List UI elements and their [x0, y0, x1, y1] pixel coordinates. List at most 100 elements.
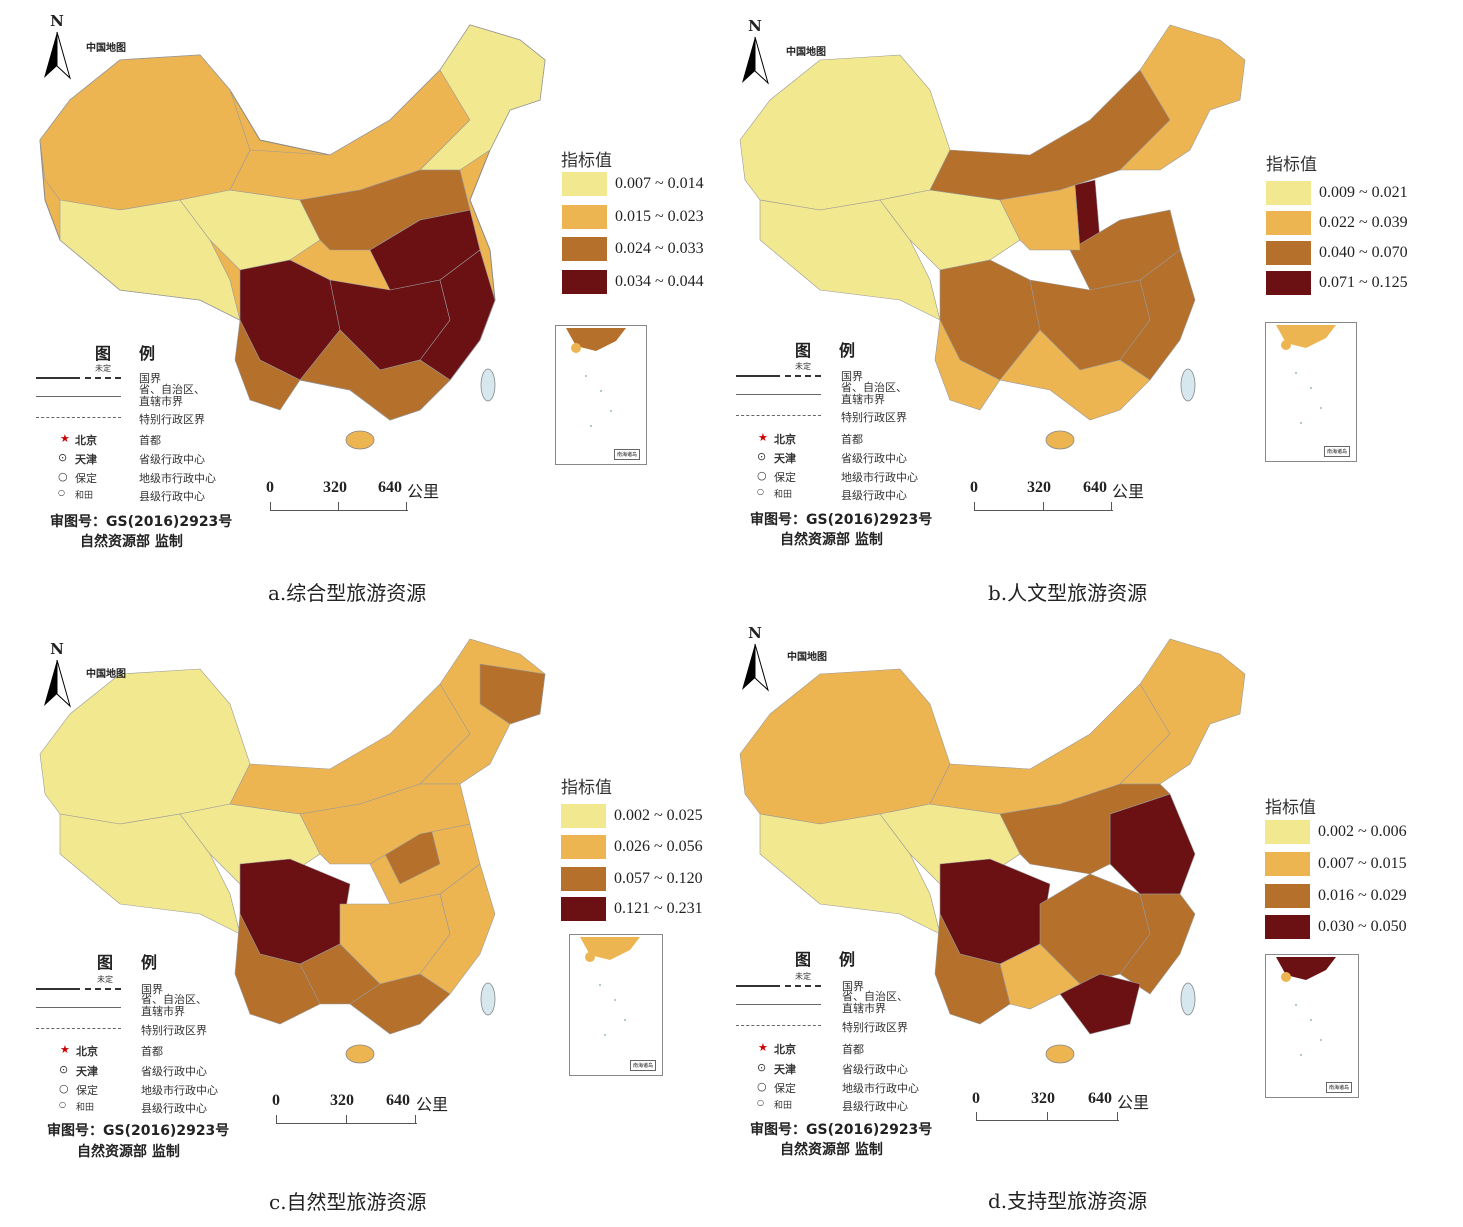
legend-range-4: 0.071 ~ 0.125: [1319, 274, 1408, 291]
region-yunnan: [234, 912, 321, 1025]
legend-item-1: 0.009 ~ 0.021: [1266, 181, 1408, 205]
legend-swatch-3: [1265, 884, 1310, 908]
inset-label: 南海诸岛: [613, 449, 640, 460]
scale-tick-320: 320: [1027, 479, 1051, 496]
scale-tick-320: 320: [330, 1092, 354, 1109]
capital-label: 首都: [842, 1043, 864, 1056]
legend-item-3: 0.040 ~ 0.070: [1266, 241, 1408, 265]
legend-item-1: 0.002 ~ 0.006: [1265, 820, 1407, 844]
county-label: 县级行政中心: [842, 1100, 908, 1113]
capital-label: 首都: [841, 433, 863, 446]
scale-bar: [270, 502, 408, 511]
region-northeast: [419, 24, 546, 171]
legend-swatch-4: [1265, 915, 1310, 939]
county-sample: 和田: [774, 1101, 793, 1111]
legend-item-4: 0.030 ~ 0.050: [1265, 915, 1407, 939]
region-hainan: [1045, 430, 1075, 450]
legend-swatch-1: [562, 172, 607, 196]
legend-range-1: 0.002 ~ 0.006: [1318, 823, 1407, 840]
map-panel-c: N 中国地图 指标值 0.002 ~ 0.025 0.026 ~ 0.056 0…: [0, 614, 731, 1227]
national-border-sample: [36, 988, 80, 990]
legend-item-3: 0.024 ~ 0.033: [562, 237, 704, 261]
north-label: N: [748, 17, 762, 35]
supervisor-label: 自然资源部 监制: [80, 534, 183, 550]
provincial-center-icon: ⊙: [757, 450, 767, 463]
undetermined-border-sample: [85, 988, 121, 990]
provincial-sample: 天津: [774, 452, 796, 465]
legend-range-3: 0.057 ~ 0.120: [614, 870, 703, 887]
legend-range-1: 0.007 ~ 0.014: [615, 175, 704, 192]
provincial-sample: 天津: [76, 1065, 98, 1078]
south-china-sea-inset: 南海诸岛: [1265, 954, 1359, 1098]
approval-number: 审图号：GS(2016)2923号: [750, 1122, 933, 1138]
capital-star-icon: ★: [60, 1043, 70, 1056]
region-north: [999, 783, 1171, 875]
legend-title: 指标值: [1265, 798, 1316, 818]
county-sample: 和田: [75, 491, 94, 501]
region-south: [299, 329, 451, 421]
province-border-label: 省、自治区、 直辖市界: [141, 993, 207, 1018]
south-china-sea-inset: 南海诸岛: [569, 934, 663, 1076]
provincial-center-icon: ⊙: [58, 451, 68, 464]
prefecture-sample: 保定: [774, 1082, 796, 1095]
region-tibet: [759, 813, 941, 935]
inset-label: 南海诸岛: [1323, 446, 1350, 457]
supervisor-label: 自然资源部 监制: [780, 1142, 883, 1158]
legend-swatch-3: [561, 867, 606, 891]
region-east-coast: [1119, 893, 1196, 995]
approval-number: 审图号：GS(2016)2923号: [47, 1123, 230, 1139]
provincial-center-icon: ⊙: [757, 1061, 767, 1074]
undetermined-label: 未定: [95, 364, 111, 373]
province-border-sample: [36, 1007, 121, 1008]
inset-map: [566, 328, 626, 427]
national-border-sample: [736, 985, 780, 987]
county-sample: 和田: [76, 1103, 95, 1113]
prefecture-center-icon: ○: [59, 1082, 69, 1095]
scale-tick-640: 640: [386, 1092, 410, 1109]
legend-item-4: 0.071 ~ 0.125: [1266, 271, 1408, 295]
region-yunnan: [934, 318, 1001, 411]
legend-swatch-4: [1266, 271, 1311, 295]
map-panel-a: N 中国地图 指标值 0.007 ~ 0.014 0.015 ~ 0.023 0…: [0, 0, 731, 613]
province-border-label: 省、自治区、 直辖市界: [842, 990, 908, 1015]
scale-unit: 公里: [1117, 1093, 1150, 1112]
scale-bar: [974, 502, 1113, 511]
province-border-label: 省、自治区、 直辖市界: [841, 381, 907, 406]
special-border-sample: [736, 415, 821, 416]
national-border-label: 国界: [139, 372, 161, 385]
county-label: 县级行政中心: [141, 1102, 207, 1115]
undetermined-label: 未定: [795, 362, 811, 371]
legend-swatch-4: [561, 897, 606, 921]
inset-map: [1276, 325, 1336, 424]
region-northeast: [1119, 24, 1246, 171]
county-center-icon: ○: [59, 1100, 66, 1109]
north-arrow-icon: [742, 36, 769, 85]
capital-sample: 北京: [75, 434, 97, 447]
legend-range-2: 0.026 ~ 0.056: [614, 838, 703, 855]
map-panel-d: N 中国地图 指标值 0.002 ~ 0.006 0.007 ~ 0.015 0…: [700, 614, 1431, 1227]
inset-label: 南海诸岛: [1325, 1082, 1352, 1093]
north-label: N: [748, 624, 762, 642]
prefecture-label: 地级市行政中心: [841, 471, 918, 484]
legend-range-3: 0.016 ~ 0.029: [1318, 887, 1407, 904]
legend-range-2: 0.022 ~ 0.039: [1319, 214, 1408, 231]
legend-item-4: 0.121 ~ 0.231: [561, 897, 703, 921]
county-sample: 和田: [774, 490, 793, 500]
panel-caption: c.自然型旅游资源: [269, 1190, 427, 1214]
legend-item-1: 0.002 ~ 0.025: [561, 804, 703, 828]
china-choropleth-map: [739, 24, 1246, 450]
map-name: 中国地图: [787, 652, 827, 663]
capital-sample: 北京: [774, 1043, 796, 1056]
legend-box-title: 图例: [97, 953, 186, 972]
legend-range-2: 0.015 ~ 0.023: [615, 208, 704, 225]
region-taiwan: [1180, 982, 1196, 1016]
legend-box-title: 图例: [795, 341, 884, 360]
inset-label: 南海诸岛: [629, 1060, 656, 1071]
north-arrow: N: [42, 640, 72, 712]
special-border-label: 特别行政区界: [841, 411, 907, 424]
legend-title: 指标值: [561, 151, 612, 171]
north-arrow-icon: [44, 659, 71, 708]
legend-swatch-2: [1265, 852, 1310, 876]
scale-bar-mid: [1043, 502, 1044, 510]
legend-range-1: 0.009 ~ 0.021: [1319, 184, 1408, 201]
